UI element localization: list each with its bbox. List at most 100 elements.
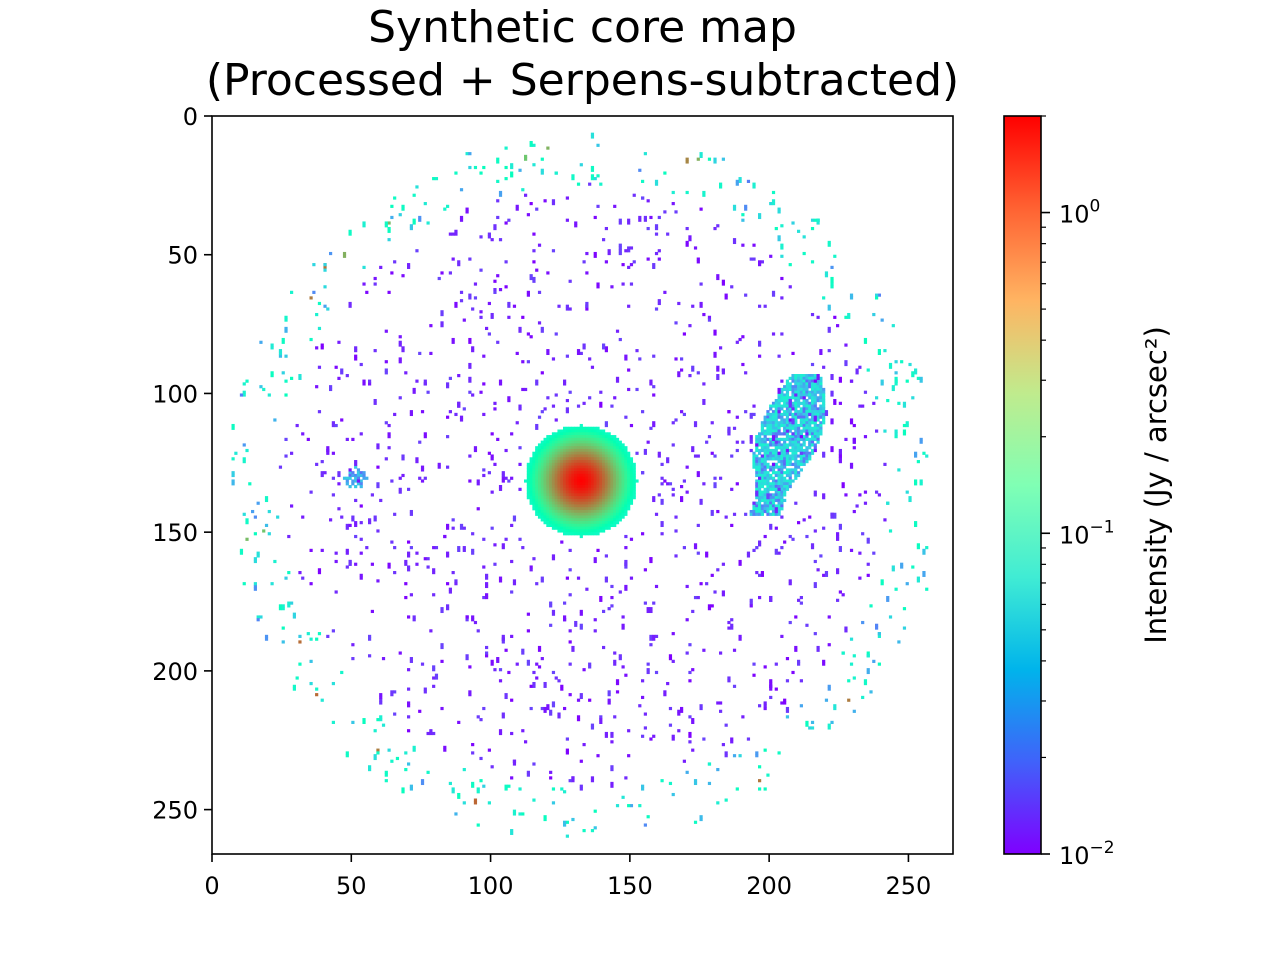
noise-pixel — [908, 498, 912, 503]
noise-pixel — [713, 354, 717, 358]
core-pixel — [593, 454, 597, 458]
core-pixel — [532, 487, 536, 491]
core-pixel — [535, 485, 539, 489]
core-pixel — [554, 446, 558, 450]
clump-pixel — [760, 465, 764, 469]
clump-pixel — [822, 387, 826, 392]
core-pixel — [618, 518, 622, 522]
noise-pixel — [696, 595, 700, 600]
clump-pixel — [760, 476, 764, 480]
noise-pixel — [537, 648, 542, 652]
core-pixel — [574, 490, 578, 494]
clump-pixel — [760, 479, 764, 483]
clump-pixel — [799, 454, 803, 458]
core-pixel — [599, 498, 603, 503]
clump-pixel — [810, 410, 815, 414]
noise-pixel — [905, 490, 909, 494]
noise-pixel — [582, 401, 586, 405]
noise-pixel — [758, 304, 762, 308]
noise-pixel — [565, 751, 569, 755]
clump-pixel — [348, 485, 352, 489]
core-pixel — [632, 471, 636, 475]
clump-pixel — [810, 390, 815, 394]
core-pixel — [546, 440, 550, 444]
noise-pixel — [618, 337, 622, 342]
noise-pixel — [351, 515, 355, 519]
noise-pixel — [604, 260, 608, 264]
core-pixel — [599, 462, 603, 466]
noise-pixel — [551, 787, 556, 791]
noise-pixel — [290, 451, 294, 455]
clump-pixel — [760, 490, 764, 494]
noise-pixel — [585, 251, 589, 256]
noise-pixel — [813, 529, 817, 533]
noise-pixel — [822, 526, 826, 530]
noise-pixel — [510, 174, 514, 178]
clump-pixel — [758, 507, 762, 511]
noise-pixel — [682, 546, 686, 550]
clump-pixel — [769, 407, 773, 411]
noise-pixel — [312, 263, 316, 267]
noise-pixel — [471, 346, 475, 350]
core-pixel — [596, 504, 600, 508]
clump-pixel — [799, 421, 803, 425]
noise-pixel — [407, 551, 411, 555]
noise-pixel — [769, 695, 773, 700]
noise-pixel — [440, 310, 444, 314]
noise-pixel — [535, 582, 539, 586]
noise-pixel — [808, 726, 812, 730]
core-pixel — [579, 471, 583, 475]
core-pixel — [629, 468, 634, 472]
core-pixel — [618, 457, 622, 461]
core-pixel — [590, 490, 595, 494]
core-pixel — [571, 507, 575, 511]
core-pixel — [563, 471, 567, 475]
clump-pixel — [342, 476, 347, 480]
noise-pixel — [329, 518, 333, 522]
noise-pixel — [693, 820, 698, 824]
core-pixel — [596, 479, 600, 483]
noise-pixel — [418, 215, 422, 220]
noise-pixel — [532, 762, 536, 766]
noise-pixel — [911, 371, 915, 375]
core-pixel — [602, 512, 606, 516]
clump-pixel — [819, 393, 823, 397]
noise-pixel — [780, 296, 784, 300]
noise-pixel — [256, 615, 260, 619]
noise-pixel — [393, 690, 397, 694]
clump-pixel — [766, 507, 770, 511]
core-pixel — [574, 446, 578, 450]
noise-pixel — [888, 529, 893, 533]
noise-pixel — [401, 204, 405, 208]
clump-pixel — [813, 435, 817, 439]
noise-pixel — [270, 346, 274, 350]
noise-pixel — [568, 640, 572, 644]
noise-pixel — [493, 462, 497, 466]
clump-pixel — [813, 432, 817, 436]
noise-pixel — [816, 648, 820, 652]
core-pixel — [532, 457, 536, 461]
core-pixel — [588, 457, 592, 461]
core-pixel — [557, 512, 561, 516]
core-pixel — [632, 479, 636, 483]
core-pixel — [560, 498, 564, 503]
core-pixel — [610, 443, 614, 447]
noise-pixel — [643, 152, 647, 156]
clump-pixel — [760, 437, 764, 441]
noise-pixel — [758, 340, 762, 344]
noise-pixel — [432, 571, 436, 575]
noise-pixel — [390, 690, 394, 694]
core-pixel — [582, 526, 586, 530]
noise-pixel — [471, 393, 475, 397]
noise-pixel — [281, 607, 285, 611]
noise-pixel — [646, 199, 650, 203]
noise-pixel — [451, 232, 455, 236]
clump-pixel — [780, 493, 784, 497]
noise-pixel — [457, 795, 461, 799]
clump-pixel — [780, 465, 784, 469]
core-pixel — [543, 509, 547, 514]
core-pixel — [571, 454, 575, 458]
core-pixel — [615, 460, 620, 464]
noise-pixel — [674, 321, 678, 325]
core-pixel — [590, 498, 595, 503]
